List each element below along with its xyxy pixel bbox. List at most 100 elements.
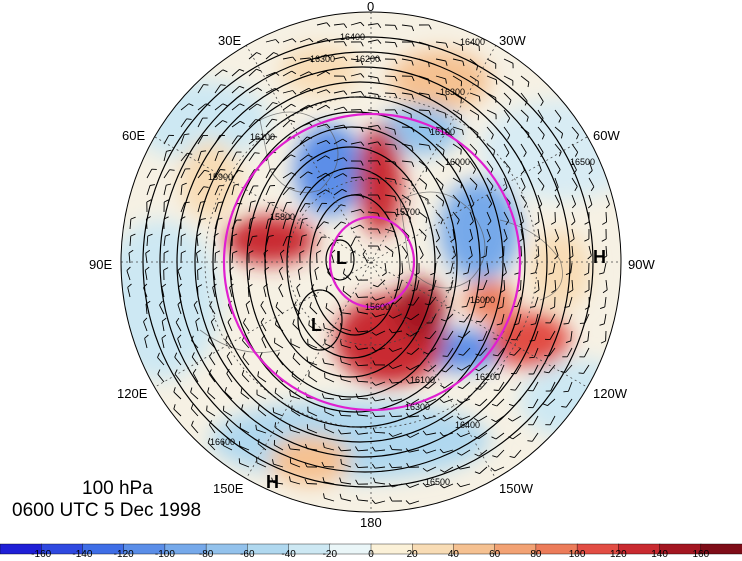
wind-barb [554,109,562,119]
wind-barb [340,449,352,452]
contour-label: 16300 [310,54,335,64]
wind-barb [571,245,574,257]
wind-barb [248,202,252,213]
wind-barb [452,92,462,99]
wind-barb [452,75,462,82]
wind-barb-flag [442,355,448,357]
wind-barb-flag [602,221,607,225]
wind-barb [210,321,216,332]
wind-barb-flag [325,285,328,291]
wind-barb [486,262,490,273]
wind-barb-flag [247,284,253,288]
wind-barb [533,347,539,358]
wind-barb [324,497,335,502]
wind-barb [341,463,352,468]
wind-barb [469,143,478,152]
wind-barb-flag [409,217,411,223]
wind-barb-flag [437,254,441,260]
wind-barb-flag [558,117,562,123]
wind-barb-flag [157,369,161,375]
wind-barb [350,224,361,230]
wind-barb [435,211,444,220]
wind-barb [537,160,542,171]
wind-barb [392,398,403,402]
wind-barb-flag [377,23,382,28]
wind-barb [499,364,505,375]
wind-barb-flag [388,347,393,352]
wind-barb [190,408,199,417]
wind-barb [418,41,429,46]
wind-barb [248,219,251,230]
wind-barb [520,126,530,134]
wind-barb-flag [145,266,150,271]
wind-barb-flag [306,136,312,139]
colorbar-tick-label: 0 [368,549,374,560]
wind-barb-flag [234,183,240,186]
wind-barb [384,143,395,146]
wind-barb-flag [513,323,519,326]
wind-barb-flag [326,22,331,27]
wind-barb [290,448,301,451]
wind-barb-flag [526,116,529,122]
wind-barb-flag [360,91,365,96]
wind-barb [503,160,511,170]
wind-barb-flag [576,134,579,140]
wind-barb [173,408,182,417]
wind-barb-flag [520,170,525,175]
longitude-label-150w: 150W [499,481,533,496]
wind-barb [603,313,607,324]
wind-barb-flag [355,410,359,416]
wind-barb-flag [327,267,331,273]
wind-barb [418,126,429,129]
wind-barb-flag [475,387,481,390]
wind-barb-flag [299,250,305,254]
wind-barb [173,391,182,400]
contour-label: 15700 [395,207,420,217]
wind-barb [392,381,403,384]
wind-barb [392,432,403,437]
wind-barb-flag [360,160,364,166]
wind-barb-flag [473,418,479,422]
wind-barb [367,211,378,214]
wind-barb-flag [404,253,409,259]
wind-barb [427,347,437,355]
wind-barb-flag [599,323,605,326]
wind-barb [547,398,556,406]
wind-barb [357,380,369,383]
wind-barb-flag [180,216,186,220]
wind-barb-flag [360,41,364,47]
wind-barb-flag [289,425,291,431]
wind-barb [282,219,287,230]
wind-barb [503,228,508,239]
contour-labels: 16400 16400 16400 16300 16300 16300 1620… [208,32,595,487]
wind-barb-flag [491,403,497,407]
wind-barb [197,84,204,94]
wind-barb-flag [360,141,365,146]
wind-barb-flag [289,390,291,396]
wind-barb-flag [445,60,448,66]
wind-barb [299,219,304,230]
wind-barb [391,466,403,469]
wind-barb-flag [207,335,211,341]
wind-barbs [126,21,610,505]
wind-barb-flag [574,151,579,157]
wind-barb [146,185,151,196]
wind-barb [435,160,445,168]
wind-barb [191,340,199,349]
wind-barb-flag [197,284,203,288]
wind-barb [409,381,420,384]
wind-barb-flag [274,387,277,393]
wind-barb-flag [543,371,549,374]
wind-barb-flag [440,318,446,322]
wind-barb [225,340,233,349]
wind-barb [605,194,610,205]
wind-barb-flag [161,334,167,339]
wind-barb-flag [428,62,430,68]
wind-barb-flag [430,272,436,276]
wind-barb-flag [428,24,432,30]
wind-barb-flag [354,429,359,435]
wind-barb-flag [442,201,445,207]
wind-barb [401,143,412,147]
wind-barb-flag [371,381,376,386]
wind-barb [426,398,437,404]
